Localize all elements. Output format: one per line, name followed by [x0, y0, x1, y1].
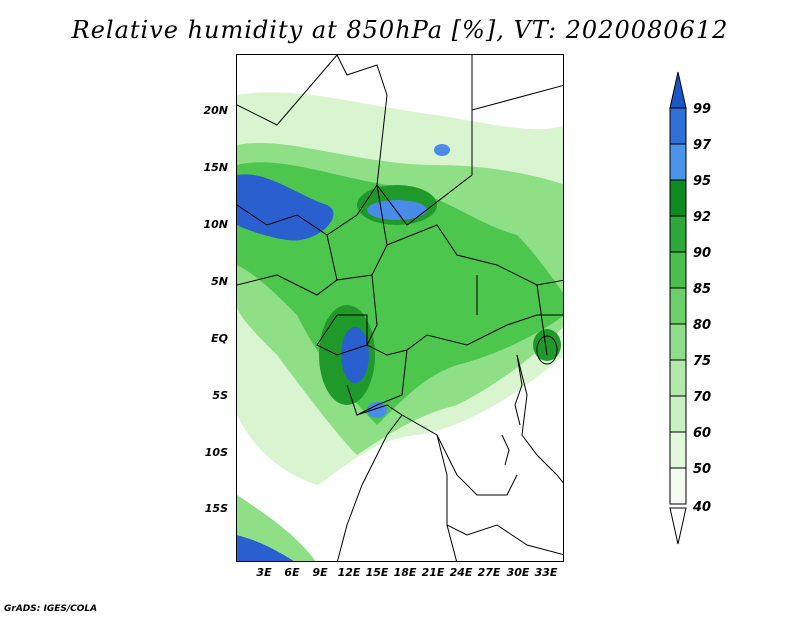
lon-tick-9e: 9E	[312, 566, 328, 579]
colorbar-label-85: 85	[693, 282, 712, 297]
colorbar-segment	[669, 467, 687, 505]
lat-tick-10s: 10S	[204, 446, 228, 459]
colorbar-label-70: 70	[693, 390, 712, 405]
humidity-map	[236, 54, 564, 562]
lat-tick-10n: 10N	[203, 218, 228, 231]
colorbar	[669, 71, 687, 545]
lat-tick-5s: 5S	[212, 389, 228, 402]
country-borders	[237, 55, 563, 561]
colorbar-label-75: 75	[693, 354, 712, 369]
colorbar-segment	[669, 143, 687, 181]
colorbar-segment	[669, 287, 687, 325]
colorbar-label-97: 97	[693, 138, 712, 153]
lakes	[501, 335, 558, 466]
colorbar-top-arrow	[669, 71, 687, 109]
lat-tick-eq: EQ	[211, 332, 228, 345]
lat-tick-20n: 20N	[203, 104, 228, 117]
colorbar-segment	[669, 251, 687, 289]
grads-credit: GrADS: IGES/COLA	[4, 604, 98, 614]
colorbar-segment	[669, 323, 687, 361]
colorbar-segment	[669, 431, 687, 469]
colorbar-segment	[669, 215, 687, 253]
lon-tick-24e: 24E	[449, 566, 473, 579]
colorbar-segment	[669, 107, 687, 145]
lat-tick-15s: 15S	[204, 502, 228, 515]
lon-tick-27e: 27E	[477, 566, 501, 579]
colorbar-bottom-arrow	[669, 507, 687, 545]
lon-tick-15e: 15E	[365, 566, 389, 579]
lon-tick-33e: 33E	[534, 566, 558, 579]
colorbar-segment	[669, 179, 687, 217]
colorbar-label-95: 95	[693, 174, 712, 189]
colorbar-label-60: 60	[693, 426, 712, 441]
colorbar-label-92: 92	[693, 210, 712, 225]
lon-tick-6e: 6E	[284, 566, 300, 579]
lat-tick-5n: 5N	[211, 275, 228, 288]
lon-tick-21e: 21E	[421, 566, 445, 579]
colorbar-label-99: 99	[693, 102, 712, 117]
colorbar-label-50: 50	[693, 462, 712, 477]
humidity-field	[237, 92, 563, 561]
colorbar-segment	[669, 359, 687, 397]
lat-tick-15n: 15N	[203, 161, 228, 174]
colorbar-segment	[669, 395, 687, 433]
lon-tick-12e: 12E	[337, 566, 361, 579]
lon-tick-3e: 3E	[256, 566, 272, 579]
lon-tick-30e: 30E	[506, 566, 530, 579]
map-title: Relative humidity at 850hPa [%], VT: 202…	[71, 16, 729, 44]
colorbar-label-80: 80	[693, 318, 712, 333]
lon-tick-18e: 18E	[393, 566, 417, 579]
colorbar-label-40: 40	[693, 500, 712, 515]
colorbar-label-90: 90	[693, 246, 712, 261]
